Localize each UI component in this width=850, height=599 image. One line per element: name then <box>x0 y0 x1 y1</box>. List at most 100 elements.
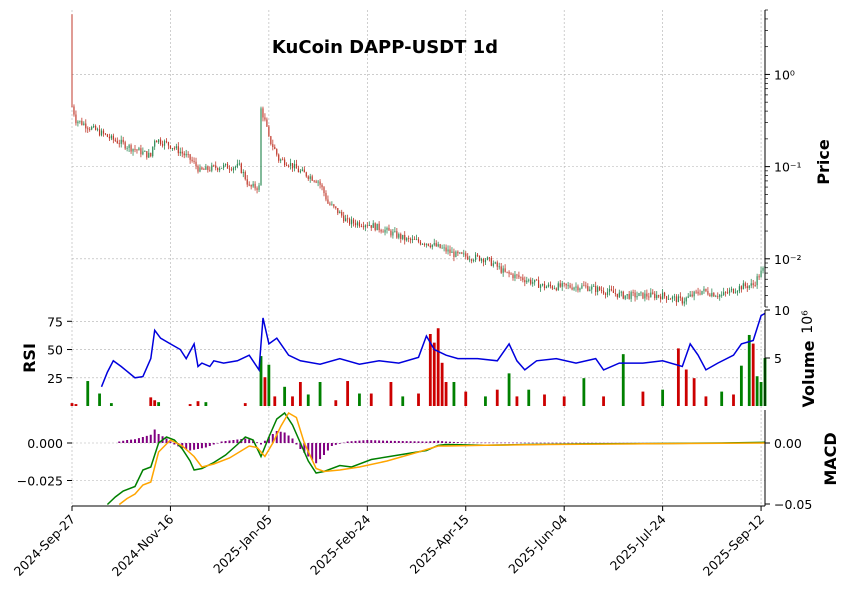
price-candle-body <box>721 294 723 296</box>
volume-bar <box>86 381 90 406</box>
price-candle-body <box>455 251 457 258</box>
price-candle-body <box>362 226 364 228</box>
price-candle-body <box>112 135 114 140</box>
price-candle-body <box>266 119 268 127</box>
price-candle-body <box>711 292 713 297</box>
macd-histogram-bar <box>342 442 345 444</box>
price-candle-body <box>492 263 494 266</box>
price-candle-body <box>561 283 563 287</box>
macd-signal-line <box>118 411 766 506</box>
price-candle-body <box>400 234 402 239</box>
price-candle-body <box>717 296 719 298</box>
price-candle-body <box>124 142 126 149</box>
price-candle-body <box>528 279 530 281</box>
volume-bar <box>334 400 338 406</box>
macd-histogram-bar <box>232 440 235 443</box>
price-candle-body <box>620 291 622 293</box>
price-candle-body <box>368 225 370 226</box>
rsi-tick-label: 25 <box>47 371 63 386</box>
macd-histogram-bar <box>326 443 329 451</box>
macd-tick-label: −0.025 <box>17 474 63 489</box>
price-candle-body <box>445 247 447 252</box>
price-candle-body <box>457 251 459 254</box>
price-candle-body <box>634 292 636 298</box>
price-candle-body <box>587 286 589 291</box>
volume-bar <box>751 343 755 406</box>
price-candle-body <box>537 280 540 288</box>
x-tick-label: 2025-Jun-04 <box>505 511 570 576</box>
chart-grid <box>71 10 765 506</box>
macd-histogram-bar <box>275 431 278 443</box>
price-candle-body <box>372 223 374 228</box>
macd-histogram-bar <box>515 442 518 444</box>
macd-histogram-bar <box>197 443 199 449</box>
macd-histogram-bar <box>417 441 420 443</box>
price-candle-body <box>134 148 136 150</box>
price-candle-body <box>681 297 683 304</box>
volume-bar <box>306 394 310 406</box>
macd-histogram-bar <box>567 442 570 444</box>
macd-histogram-bar <box>287 435 290 443</box>
price-candle-body <box>504 268 506 272</box>
price-candles <box>71 14 766 307</box>
price-candle-body <box>297 168 300 173</box>
price-candle-body <box>551 286 553 289</box>
macd-histogram-bar <box>586 442 589 444</box>
price-candle-body <box>459 252 461 254</box>
price-candle-body <box>500 266 502 273</box>
price-candle-body <box>287 165 290 167</box>
macd-histogram-bar <box>204 443 207 448</box>
macd-histogram-bar <box>157 434 160 443</box>
price-candle-body <box>189 154 191 160</box>
price-candle-body <box>476 254 479 256</box>
price-candle-body <box>293 164 296 169</box>
price-candle-body <box>358 222 361 227</box>
price-candle-body <box>89 128 91 130</box>
macd-histogram-bar <box>153 429 156 443</box>
price-candle-body <box>730 288 733 291</box>
macd-histogram-bar <box>295 443 298 445</box>
price-candle-body <box>565 283 567 286</box>
price-candle-body <box>158 139 160 143</box>
macd-histogram-bar <box>137 438 140 443</box>
macd-histogram-bar <box>543 442 546 444</box>
price-candle-body <box>719 294 721 297</box>
rsi-tick-label: 75 <box>47 314 63 329</box>
price-candle-body <box>144 151 146 152</box>
macd-histogram-bar <box>350 441 353 443</box>
macd-histogram-bar <box>504 442 507 444</box>
price-candle-body <box>120 139 122 144</box>
price-candle-body <box>567 285 569 287</box>
macd-histogram-bar <box>393 440 396 443</box>
price-candle-body <box>402 234 404 239</box>
macd-histogram-bar <box>193 443 196 450</box>
macd-histogram-bar <box>283 432 286 443</box>
macd-histogram-bar <box>212 443 215 445</box>
macd-histogram-bar <box>315 443 318 464</box>
price-candle-body <box>390 230 392 236</box>
x-tick-label: 2024-Sep-27 <box>11 512 78 579</box>
price-candle-body <box>197 166 199 172</box>
price-candle-body <box>146 151 148 158</box>
price-candle-body <box>732 288 735 294</box>
price-candle-body <box>256 188 258 190</box>
price-candle-body <box>648 296 650 298</box>
price-candle-body <box>734 292 737 294</box>
price-candle-body <box>248 184 250 186</box>
volume-bar <box>243 403 247 406</box>
volume-bar <box>291 396 294 406</box>
price-candle-body <box>246 179 248 185</box>
volume-bar <box>684 369 688 406</box>
macd-histogram-bar <box>575 442 577 444</box>
macd-histogram-bar <box>346 441 349 443</box>
price-candle-body <box>410 238 412 241</box>
price-candle-body <box>575 286 577 288</box>
price-candle-body <box>83 123 85 125</box>
macd-right-tick-label: −0.05 <box>774 497 812 512</box>
price-candle-body <box>126 147 128 149</box>
price-candle-body <box>526 280 528 283</box>
price-candle-body <box>421 243 424 245</box>
price-candle-body <box>707 291 709 295</box>
macd-tick-label: 0.000 <box>27 436 63 451</box>
macd-histogram-bar <box>362 440 365 443</box>
